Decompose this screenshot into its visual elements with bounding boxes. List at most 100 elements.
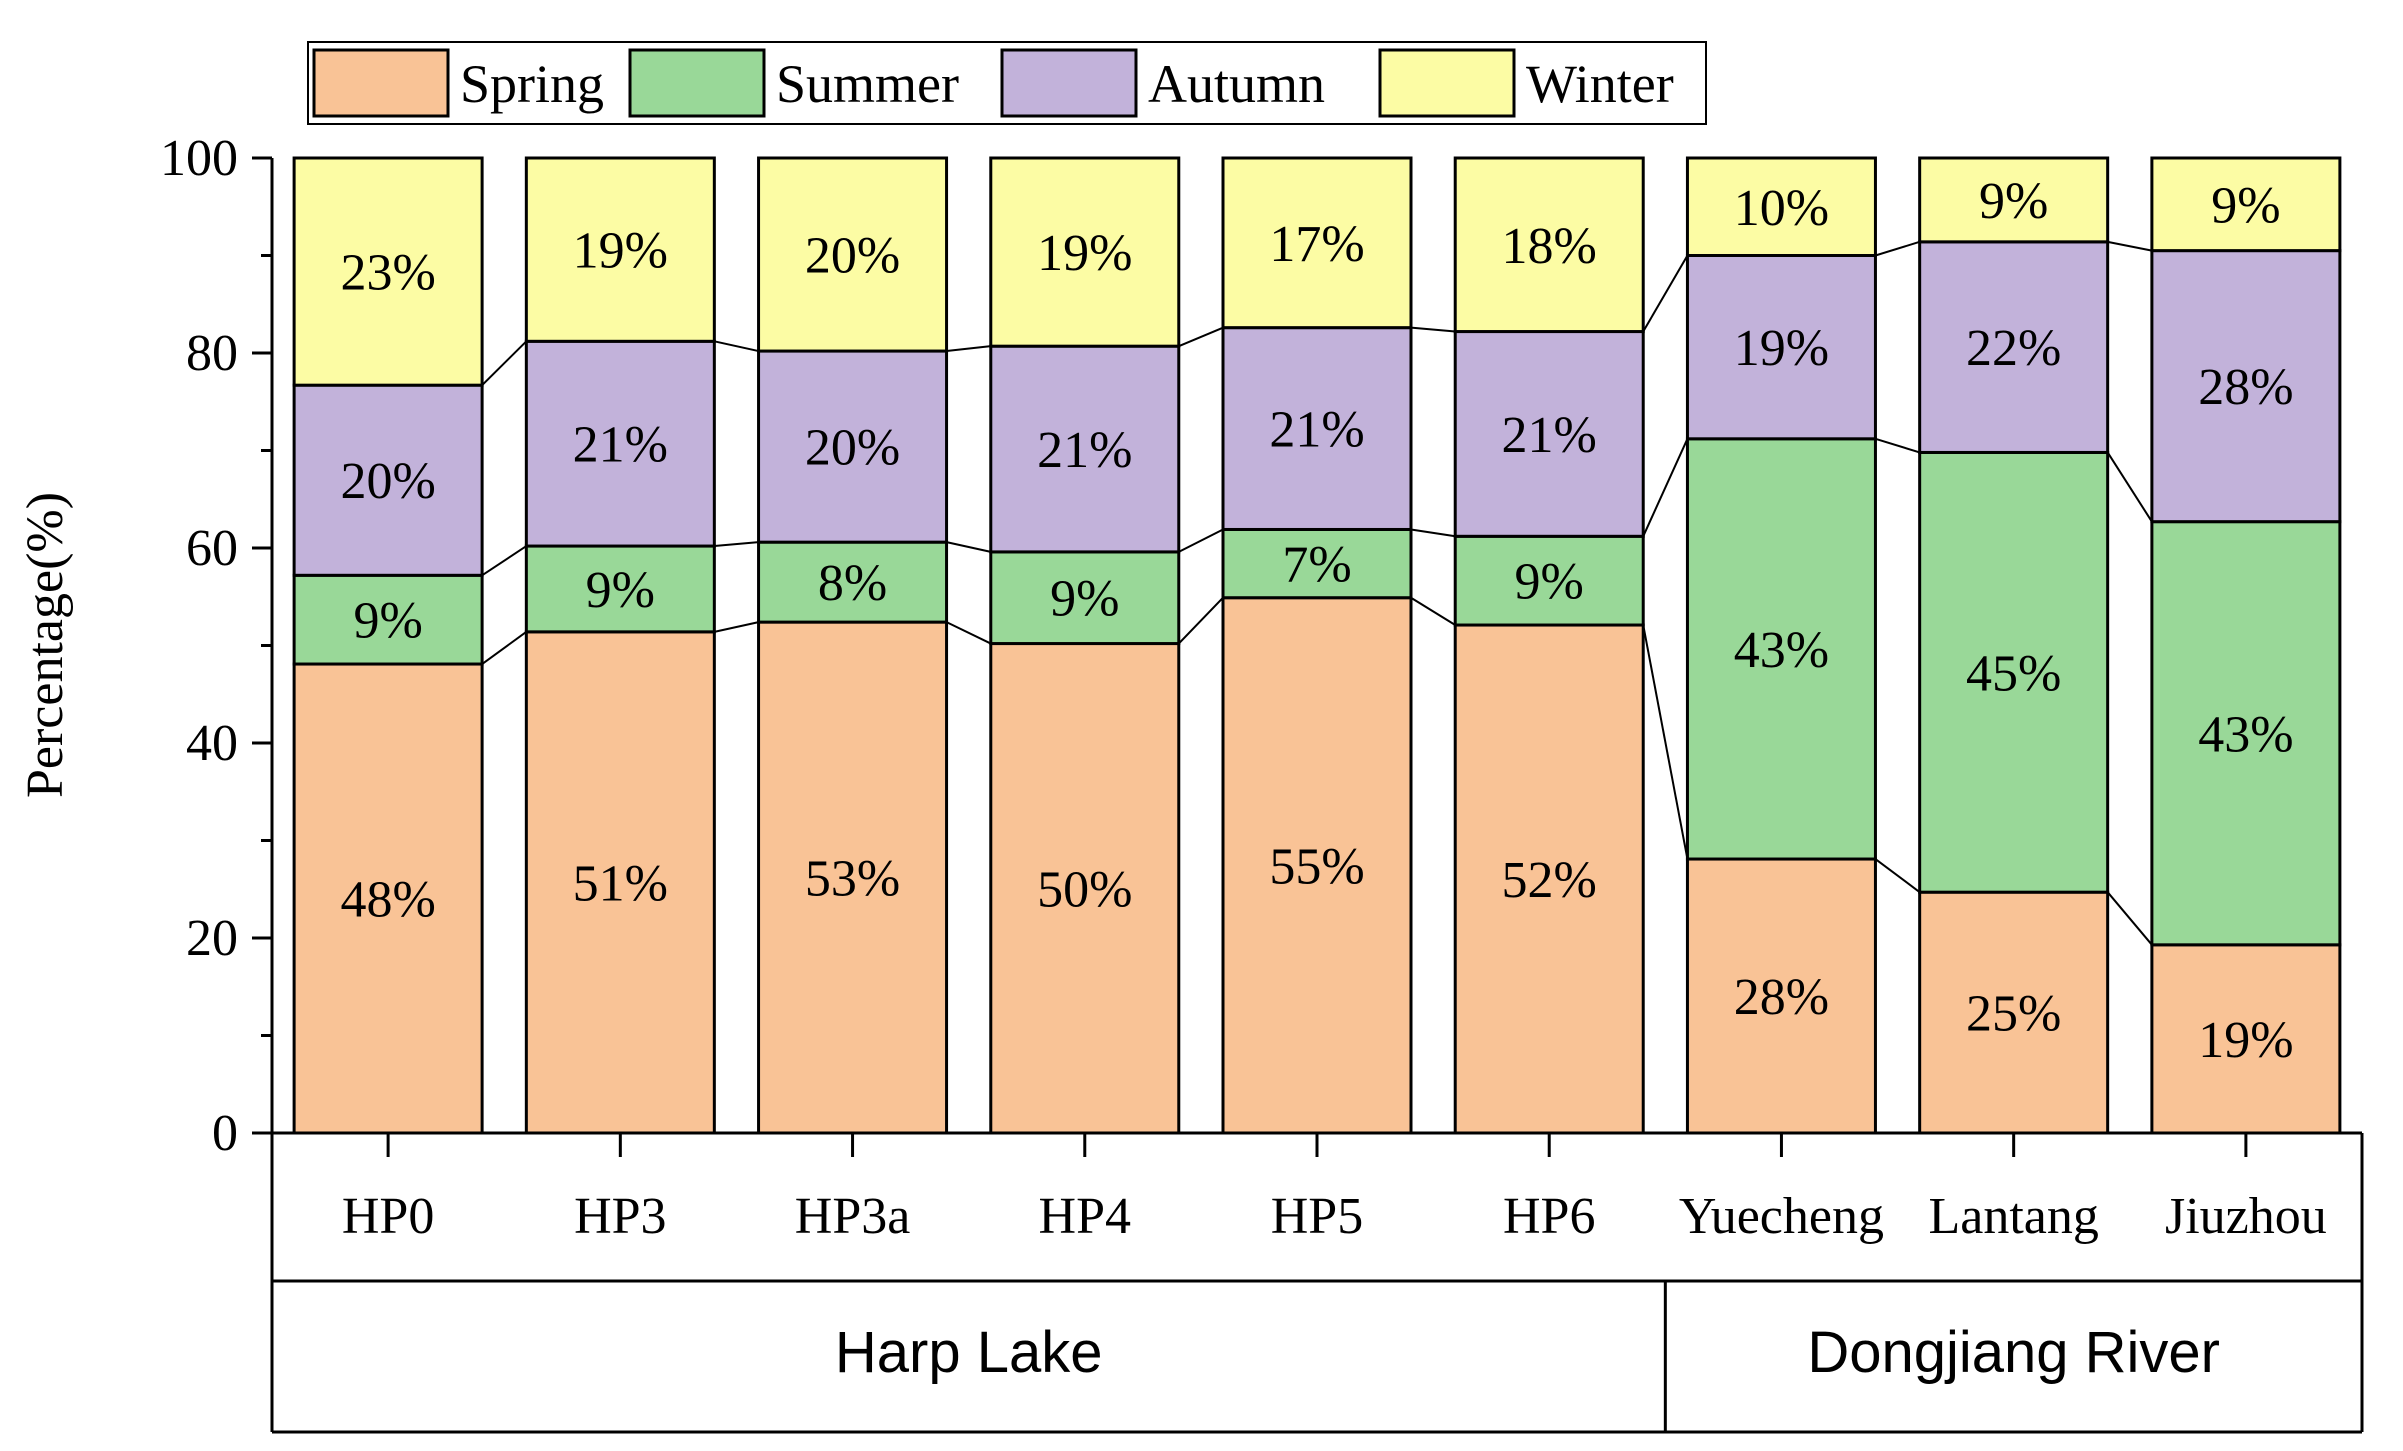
data-label-autumn-yuecheng: 19% [1734,320,1829,377]
connector-line [714,621,759,633]
connector-line [714,541,759,548]
x-tick-label-hp3a: HP3a [795,1188,911,1245]
y-tick-label: 80 [186,325,238,382]
bar-spring-lantang [1918,890,2110,1135]
bar-summer-hp6 [1453,534,1645,627]
data-label-autumn-lantang: 22% [1966,320,2061,377]
data-label-spring-hp3a: 53% [805,851,900,908]
segment-labels: 48% 9% 20% 23% 51% 9% 21% 19% 53% 8% 20% 20% 50% 9% 21… [340,173,2293,1069]
x-tick-label-jiuzhou: Jiuzhou [2165,1188,2327,1245]
data-label-autumn-hp4: 21% [1037,422,1132,479]
legend-label-winter: Winter [1526,54,1674,114]
connector-lines [481,240,2153,946]
connector-line [946,621,992,645]
bar-summer-hp4 [989,550,1181,646]
bar-autumn-yuecheng [1685,254,1877,441]
bar-winter-hp3a [757,156,949,353]
x-tick-label-hp3: HP3 [574,1188,666,1245]
bar-autumn-hp0 [292,383,484,577]
data-label-summer-lantang: 45% [1966,645,2061,702]
connector-line [481,631,527,665]
data-label-spring-yuecheng: 28% [1734,969,1829,1026]
data-label-spring-hp3: 51% [573,855,668,912]
connector-line [1410,596,1456,626]
bar-summer-hp3 [524,544,716,634]
data-label-autumn-hp0: 20% [340,453,435,510]
connector-line [1875,240,1920,257]
connector-line [2107,240,2153,252]
data-label-autumn-hp5: 21% [1269,402,1364,459]
data-label-winter-yuecheng: 10% [1734,180,1829,237]
data-label-winter-hp0: 23% [340,245,435,302]
connector-line [1178,326,1224,348]
group-label-harp-lake: Harp Lake [835,1320,1103,1385]
connector-line [481,340,528,386]
data-label-summer-hp0: 9% [353,593,422,650]
y-tick-label: 100 [160,130,238,187]
bar-winter-hp3 [524,156,716,343]
bar-winter-hp4 [989,156,1181,348]
bar-winter-yuecheng [1685,156,1877,257]
data-label-winter-hp4: 19% [1037,225,1132,282]
data-label-spring-jiuzhou: 19% [2198,1012,2293,1069]
data-label-summer-hp3a: 8% [818,555,887,612]
bars [292,156,2342,1135]
bar-autumn-lantang [1918,240,2110,454]
legend-label-autumn: Autumn [1148,54,1325,114]
y-axis-title: Percentage(%) [17,492,74,798]
data-label-spring-hp4: 50% [1037,861,1132,918]
legend-swatch-spring [312,48,450,118]
y-tick-label: 20 [186,910,238,967]
connector-line [1178,597,1224,645]
x-tick-label-hp4: HP4 [1039,1188,1131,1245]
legend-swatch-autumn [1000,48,1138,118]
data-label-autumn-jiuzhou: 28% [2198,359,2293,416]
connector-line [1410,528,1456,538]
data-label-spring-hp0: 48% [340,872,435,929]
connector-line [1410,326,1456,333]
data-label-winter-lantang: 9% [1979,173,2048,230]
data-label-summer-hp5: 7% [1282,537,1351,594]
y-tick-label: 40 [186,715,238,772]
connector-line [2106,891,2153,946]
data-label-spring-hp5: 55% [1269,838,1364,895]
bar-winter-hp0 [292,156,484,387]
bar-spring-hp3a [757,620,949,1135]
connector-line [1642,624,1689,860]
bar-spring-hp0 [292,662,484,1135]
y-tick-label: 60 [186,520,238,577]
data-label-summer-hp6: 9% [1515,554,1584,611]
connector-line [481,545,527,577]
data-label-summer-hp4: 9% [1050,571,1119,628]
bar-spring-yuecheng [1685,857,1877,1135]
data-label-winter-hp6: 18% [1502,218,1597,275]
connector-line [946,541,991,553]
bar-winter-jiuzhou [2150,156,2342,253]
legend-label-summer: Summer [776,54,959,114]
data-label-autumn-hp3: 21% [573,417,668,474]
data-label-summer-hp3: 9% [586,562,655,619]
bar-autumn-jiuzhou [2150,249,2342,524]
data-label-summer-yuecheng: 43% [1734,622,1829,679]
legend-swatch-winter [1378,48,1516,118]
bar-summer-hp5 [1221,527,1413,600]
x-tick-label-hp5: HP5 [1271,1188,1363,1245]
legend-swatch-summer [628,48,766,118]
bar-summer-jiuzhou [2150,520,2342,947]
bar-winter-lantang [1918,156,2110,244]
bar-winter-hp5 [1221,156,1413,330]
data-label-autumn-hp3a: 20% [805,420,900,477]
bar-autumn-hp3a [757,349,949,544]
category-table: HP0 HP3 HP3a HP4 HP5 HP6 Yuecheng Lantang Jiuzho… [270,1133,2364,1434]
bar-spring-hp5 [1221,596,1413,1135]
y-tick-label: 0 [212,1105,238,1162]
data-label-winter-hp3a: 20% [805,228,900,285]
legend: Spring Summer Autumn Winter [307,41,1707,125]
bar-autumn-hp4 [989,344,1181,554]
connector-line [1642,438,1689,537]
connector-line [1178,528,1224,553]
bar-autumn-hp6 [1453,330,1645,538]
data-label-summer-jiuzhou: 43% [2198,706,2293,763]
x-tick-label-yuecheng: Yuecheng [1679,1188,1884,1245]
